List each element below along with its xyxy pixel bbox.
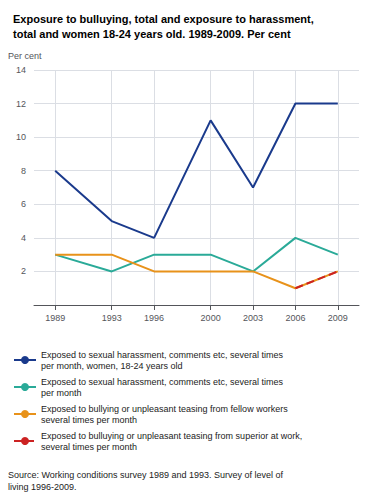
- svg-text:Exposed to sexual harassment,: Exposed to sexual harassment, comments e…: [41, 377, 284, 387]
- svg-text:8: 8: [21, 166, 26, 176]
- svg-text:10: 10: [16, 132, 26, 142]
- svg-text:total and women 18-24 years ol: total and women 18-24 years old. 1989-20…: [13, 28, 291, 40]
- svg-text:2006: 2006: [285, 313, 305, 323]
- svg-text:per month: per month: [41, 388, 82, 398]
- svg-text:2: 2: [21, 266, 26, 276]
- svg-text:4: 4: [21, 233, 26, 243]
- svg-text:1996: 1996: [144, 313, 164, 323]
- svg-text:1989: 1989: [45, 313, 65, 323]
- svg-text:Exposed to sexual harassment,: Exposed to sexual harassment, comments e…: [41, 350, 284, 360]
- svg-text:Exposed to bullying or unpleas: Exposed to bullying or unpleasant teasin…: [41, 404, 288, 414]
- svg-text:12: 12: [16, 99, 26, 109]
- svg-text:Source: Working conditions sur: Source: Working conditions survey 1989 a…: [8, 470, 283, 480]
- svg-text:2009: 2009: [328, 313, 348, 323]
- svg-text:Exposed to bulluying or unplea: Exposed to bulluying or unpleasant teasi…: [41, 431, 302, 441]
- svg-text:several times per month: several times per month: [41, 415, 137, 425]
- svg-text:2003: 2003: [243, 313, 263, 323]
- svg-text:1993: 1993: [102, 313, 122, 323]
- svg-text:per month, women, 18-24 years: per month, women, 18-24 years old: [41, 361, 183, 371]
- svg-text:several times per month: several times per month: [41, 442, 137, 452]
- svg-text:2000: 2000: [201, 313, 221, 323]
- svg-text:Per cent: Per cent: [8, 51, 42, 61]
- svg-text:6: 6: [21, 199, 26, 209]
- svg-text:14: 14: [16, 65, 26, 75]
- svg-text:Exposure to bulluying, total a: Exposure to bulluying, total and exposur…: [13, 13, 314, 25]
- svg-text:living 1996-2009.: living 1996-2009.: [8, 482, 77, 492]
